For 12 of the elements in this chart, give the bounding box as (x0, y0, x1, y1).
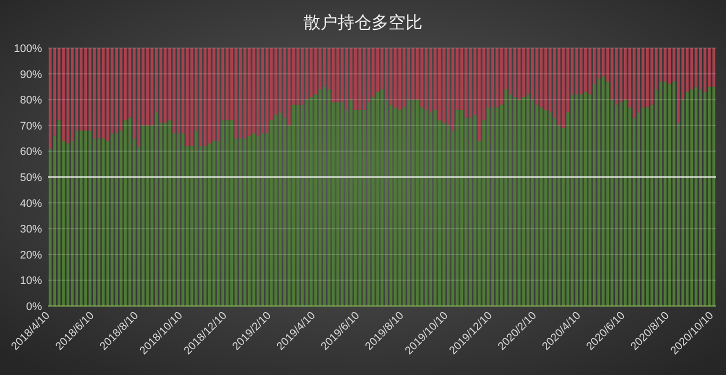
chart-title: 散户持仓多空比 (304, 13, 422, 32)
y-tick-label: 0% (26, 301, 42, 313)
y-tick-label: 30% (20, 224, 42, 236)
y-tick-label: 50% (20, 172, 42, 184)
y-tick-label: 10% (20, 275, 42, 288)
y-tick-label: 90% (20, 68, 42, 81)
y-tick-label: 40% (20, 198, 42, 210)
y-tick-label: 100% (14, 43, 42, 55)
y-tick-label: 20% (20, 249, 42, 262)
y-tick-label: 70% (20, 120, 42, 132)
y-tick-label: 60% (20, 146, 42, 158)
y-tick-label: 80% (20, 94, 42, 107)
